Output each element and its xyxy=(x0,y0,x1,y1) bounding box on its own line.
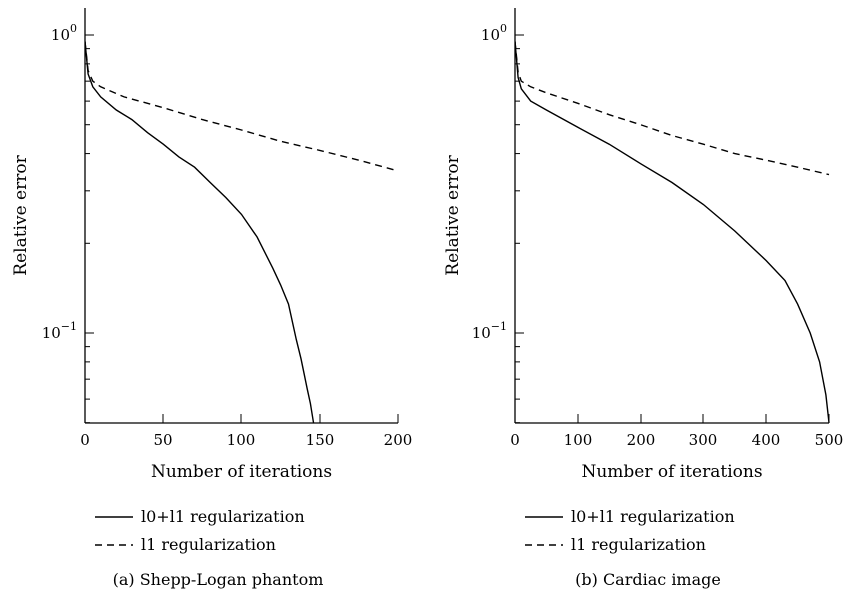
chart-caption: (b) Cardiac image xyxy=(575,570,721,589)
x-tick-label: 200 xyxy=(384,431,413,449)
x-axis-label: Number of iterations xyxy=(581,462,762,482)
y-tick-label: 100 xyxy=(51,22,77,44)
y-tick-label: 10−1 xyxy=(472,320,507,342)
x-tick-label: 200 xyxy=(627,431,656,449)
series-line-l0-l1 xyxy=(85,41,315,423)
legend-label: l0+l1 regularization xyxy=(571,507,735,526)
legend-label: l1 regularization xyxy=(571,535,706,554)
x-tick-label: 100 xyxy=(564,431,593,449)
chart-panel-0: 100 10−1 0 50 100 150 200 Number of iterations R… xyxy=(11,8,412,589)
y-ticks: 100 10−1 xyxy=(472,22,524,424)
series-line-l1 xyxy=(85,41,399,172)
legend: l0+l1 regularization l1 regularization xyxy=(525,507,735,554)
x-axis-label: Number of iterations xyxy=(151,462,332,482)
x-tick-label: 100 xyxy=(227,431,256,449)
legend: l0+l1 regularization l1 regularization xyxy=(95,507,305,554)
x-tick-label: 0 xyxy=(80,431,90,449)
x-tick-label: 50 xyxy=(153,431,172,449)
series-line-l0-l1 xyxy=(515,41,830,423)
legend-label: l1 regularization xyxy=(141,535,276,554)
y-axis-label: Relative error xyxy=(443,154,463,275)
x-tick-label: 150 xyxy=(306,431,335,449)
series-line-l1 xyxy=(515,41,830,176)
x-tick-label: 0 xyxy=(510,431,520,449)
x-ticks: 0 50 100 150 200 xyxy=(80,414,412,449)
legend-label: l0+l1 regularization xyxy=(141,507,305,526)
x-tick-label: 300 xyxy=(689,431,718,449)
chart-caption: (a) Shepp-Logan phantom xyxy=(113,570,324,589)
y-axis-label: Relative error xyxy=(11,154,31,275)
y-ticks: 100 10−1 xyxy=(42,22,94,424)
y-tick-label: 10−1 xyxy=(42,320,77,342)
y-tick-label: 100 xyxy=(481,22,507,44)
x-ticks: 0 100 200 300 400 500 xyxy=(510,414,843,449)
x-tick-label: 400 xyxy=(752,431,781,449)
x-tick-label: 500 xyxy=(815,431,844,449)
chart-panel-1: 100 10−1 0 100 200 300 400 500 Number of iterati… xyxy=(443,8,843,589)
